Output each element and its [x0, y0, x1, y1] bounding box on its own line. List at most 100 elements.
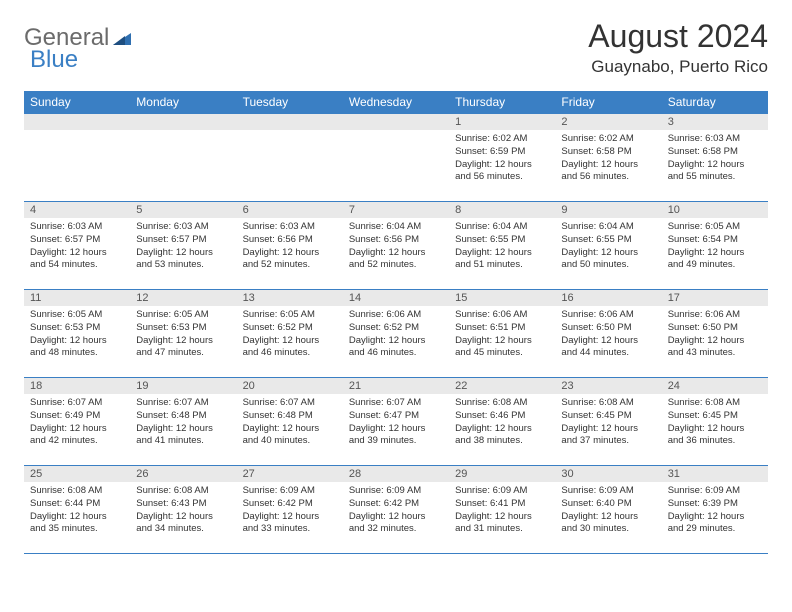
day-number: 14 — [343, 290, 449, 306]
sunrise-text: Sunrise: 6:08 AM — [561, 397, 655, 410]
sunrise-text: Sunrise: 6:02 AM — [455, 133, 549, 146]
day-number — [343, 114, 449, 130]
cell-body: Sunrise: 6:09 AMSunset: 6:42 PMDaylight:… — [343, 482, 449, 540]
sunrise-text: Sunrise: 6:03 AM — [243, 221, 337, 234]
cell-body: Sunrise: 6:08 AMSunset: 6:43 PMDaylight:… — [130, 482, 236, 540]
daylight-text: Daylight: 12 hours and 29 minutes. — [668, 511, 762, 537]
sunset-text: Sunset: 6:51 PM — [455, 322, 549, 335]
sunrise-text: Sunrise: 6:02 AM — [561, 133, 655, 146]
sunrise-text: Sunrise: 6:05 AM — [136, 309, 230, 322]
day-header: Friday — [555, 91, 661, 114]
cell-body: Sunrise: 6:04 AMSunset: 6:56 PMDaylight:… — [343, 218, 449, 276]
day-number: 20 — [237, 378, 343, 394]
daylight-text: Daylight: 12 hours and 33 minutes. — [243, 511, 337, 537]
day-number: 31 — [662, 466, 768, 482]
cell-body: Sunrise: 6:09 AMSunset: 6:40 PMDaylight:… — [555, 482, 661, 540]
calendar-body: 1Sunrise: 6:02 AMSunset: 6:59 PMDaylight… — [24, 114, 768, 554]
calendar-cell: 23Sunrise: 6:08 AMSunset: 6:45 PMDayligh… — [555, 378, 661, 466]
daylight-text: Daylight: 12 hours and 32 minutes. — [349, 511, 443, 537]
calendar-head: SundayMondayTuesdayWednesdayThursdayFrid… — [24, 91, 768, 114]
day-number: 1 — [449, 114, 555, 130]
cell-body — [24, 130, 130, 137]
cell-body: Sunrise: 6:09 AMSunset: 6:42 PMDaylight:… — [237, 482, 343, 540]
sunrise-text: Sunrise: 6:06 AM — [455, 309, 549, 322]
calendar-cell — [237, 114, 343, 202]
daylight-text: Daylight: 12 hours and 36 minutes. — [668, 423, 762, 449]
day-number: 16 — [555, 290, 661, 306]
sunrise-text: Sunrise: 6:04 AM — [561, 221, 655, 234]
sunrise-text: Sunrise: 6:04 AM — [349, 221, 443, 234]
day-number: 9 — [555, 202, 661, 218]
sunset-text: Sunset: 6:53 PM — [136, 322, 230, 335]
cell-body: Sunrise: 6:08 AMSunset: 6:45 PMDaylight:… — [555, 394, 661, 452]
sunrise-text: Sunrise: 6:06 AM — [349, 309, 443, 322]
day-number — [24, 114, 130, 130]
day-number: 24 — [662, 378, 768, 394]
day-number: 19 — [130, 378, 236, 394]
daylight-text: Daylight: 12 hours and 37 minutes. — [561, 423, 655, 449]
calendar-cell: 10Sunrise: 6:05 AMSunset: 6:54 PMDayligh… — [662, 202, 768, 290]
calendar-cell: 16Sunrise: 6:06 AMSunset: 6:50 PMDayligh… — [555, 290, 661, 378]
day-number: 28 — [343, 466, 449, 482]
day-header: Wednesday — [343, 91, 449, 114]
calendar-cell: 1Sunrise: 6:02 AMSunset: 6:59 PMDaylight… — [449, 114, 555, 202]
calendar-cell: 6Sunrise: 6:03 AMSunset: 6:56 PMDaylight… — [237, 202, 343, 290]
cell-body: Sunrise: 6:03 AMSunset: 6:57 PMDaylight:… — [130, 218, 236, 276]
calendar-cell: 3Sunrise: 6:03 AMSunset: 6:58 PMDaylight… — [662, 114, 768, 202]
day-number: 29 — [449, 466, 555, 482]
cell-body: Sunrise: 6:08 AMSunset: 6:46 PMDaylight:… — [449, 394, 555, 452]
daylight-text: Daylight: 12 hours and 38 minutes. — [455, 423, 549, 449]
sunrise-text: Sunrise: 6:08 AM — [668, 397, 762, 410]
logo-mark-icon — [111, 27, 133, 49]
sunset-text: Sunset: 6:52 PM — [243, 322, 337, 335]
day-number: 4 — [24, 202, 130, 218]
cell-body: Sunrise: 6:07 AMSunset: 6:48 PMDaylight:… — [237, 394, 343, 452]
cell-body — [130, 130, 236, 137]
calendar-cell: 29Sunrise: 6:09 AMSunset: 6:41 PMDayligh… — [449, 466, 555, 554]
cell-body: Sunrise: 6:04 AMSunset: 6:55 PMDaylight:… — [449, 218, 555, 276]
sunrise-text: Sunrise: 6:05 AM — [668, 221, 762, 234]
calendar-cell: 30Sunrise: 6:09 AMSunset: 6:40 PMDayligh… — [555, 466, 661, 554]
daylight-text: Daylight: 12 hours and 46 minutes. — [349, 335, 443, 361]
sunrise-text: Sunrise: 6:08 AM — [455, 397, 549, 410]
day-number: 8 — [449, 202, 555, 218]
cell-body — [343, 130, 449, 137]
daylight-text: Daylight: 12 hours and 48 minutes. — [30, 335, 124, 361]
cell-body: Sunrise: 6:06 AMSunset: 6:51 PMDaylight:… — [449, 306, 555, 364]
sunrise-text: Sunrise: 6:03 AM — [136, 221, 230, 234]
cell-body: Sunrise: 6:08 AMSunset: 6:45 PMDaylight:… — [662, 394, 768, 452]
day-header: Sunday — [24, 91, 130, 114]
daylight-text: Daylight: 12 hours and 39 minutes. — [349, 423, 443, 449]
sunset-text: Sunset: 6:57 PM — [136, 234, 230, 247]
sunset-text: Sunset: 6:53 PM — [30, 322, 124, 335]
sunset-text: Sunset: 6:43 PM — [136, 498, 230, 511]
calendar-cell: 22Sunrise: 6:08 AMSunset: 6:46 PMDayligh… — [449, 378, 555, 466]
cell-body: Sunrise: 6:04 AMSunset: 6:55 PMDaylight:… — [555, 218, 661, 276]
sunrise-text: Sunrise: 6:09 AM — [349, 485, 443, 498]
day-number: 6 — [237, 202, 343, 218]
sunset-text: Sunset: 6:48 PM — [136, 410, 230, 423]
daylight-text: Daylight: 12 hours and 52 minutes. — [243, 247, 337, 273]
cell-body: Sunrise: 6:06 AMSunset: 6:52 PMDaylight:… — [343, 306, 449, 364]
sunrise-text: Sunrise: 6:06 AM — [668, 309, 762, 322]
sunset-text: Sunset: 6:54 PM — [668, 234, 762, 247]
calendar-cell: 19Sunrise: 6:07 AMSunset: 6:48 PMDayligh… — [130, 378, 236, 466]
day-number: 15 — [449, 290, 555, 306]
sunset-text: Sunset: 6:50 PM — [668, 322, 762, 335]
daylight-text: Daylight: 12 hours and 46 minutes. — [243, 335, 337, 361]
cell-body: Sunrise: 6:07 AMSunset: 6:48 PMDaylight:… — [130, 394, 236, 452]
day-number: 5 — [130, 202, 236, 218]
sunset-text: Sunset: 6:42 PM — [349, 498, 443, 511]
sunrise-text: Sunrise: 6:04 AM — [455, 221, 549, 234]
sunrise-text: Sunrise: 6:05 AM — [30, 309, 124, 322]
sunset-text: Sunset: 6:48 PM — [243, 410, 337, 423]
sunrise-text: Sunrise: 6:08 AM — [30, 485, 124, 498]
sunrise-text: Sunrise: 6:07 AM — [30, 397, 124, 410]
sunset-text: Sunset: 6:46 PM — [455, 410, 549, 423]
sunset-text: Sunset: 6:41 PM — [455, 498, 549, 511]
daylight-text: Daylight: 12 hours and 30 minutes. — [561, 511, 655, 537]
day-number: 13 — [237, 290, 343, 306]
calendar-cell: 28Sunrise: 6:09 AMSunset: 6:42 PMDayligh… — [343, 466, 449, 554]
day-header: Tuesday — [237, 91, 343, 114]
sunrise-text: Sunrise: 6:07 AM — [349, 397, 443, 410]
